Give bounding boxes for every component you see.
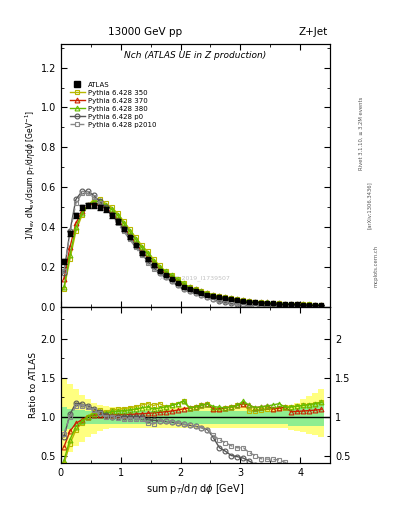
Legend: ATLAS, Pythia 6.428 350, Pythia 6.428 370, Pythia 6.428 380, Pythia 6.428 p0, Py: ATLAS, Pythia 6.428 350, Pythia 6.428 37… — [67, 79, 159, 131]
Text: Rivet 3.1.10, ≥ 3.2M events: Rivet 3.1.10, ≥ 3.2M events — [358, 96, 363, 170]
Text: Nch (ATLAS UE in Z production): Nch (ATLAS UE in Z production) — [125, 51, 266, 60]
Y-axis label: 1/N$_{\mathsf{ev}}$ dN$_{\mathsf{ev}}$/dsum p$_\mathsf{T}$/d$\eta$d$\phi$ [GeV$^: 1/N$_{\mathsf{ev}}$ dN$_{\mathsf{ev}}$/d… — [24, 111, 38, 241]
Text: Z+Jet: Z+Jet — [299, 27, 328, 37]
Text: 13000 GeV pp: 13000 GeV pp — [108, 27, 182, 37]
X-axis label: sum p$_T$/d$\eta$ d$\phi$ [GeV]: sum p$_T$/d$\eta$ d$\phi$ [GeV] — [147, 482, 244, 497]
Text: ATLAS_2019_I1739507: ATLAS_2019_I1739507 — [160, 275, 231, 281]
Text: mcplots.cern.ch: mcplots.cern.ch — [374, 245, 379, 287]
Text: [arXiv:1306.3436]: [arXiv:1306.3436] — [367, 181, 372, 229]
Y-axis label: Ratio to ATLAS: Ratio to ATLAS — [29, 352, 38, 418]
